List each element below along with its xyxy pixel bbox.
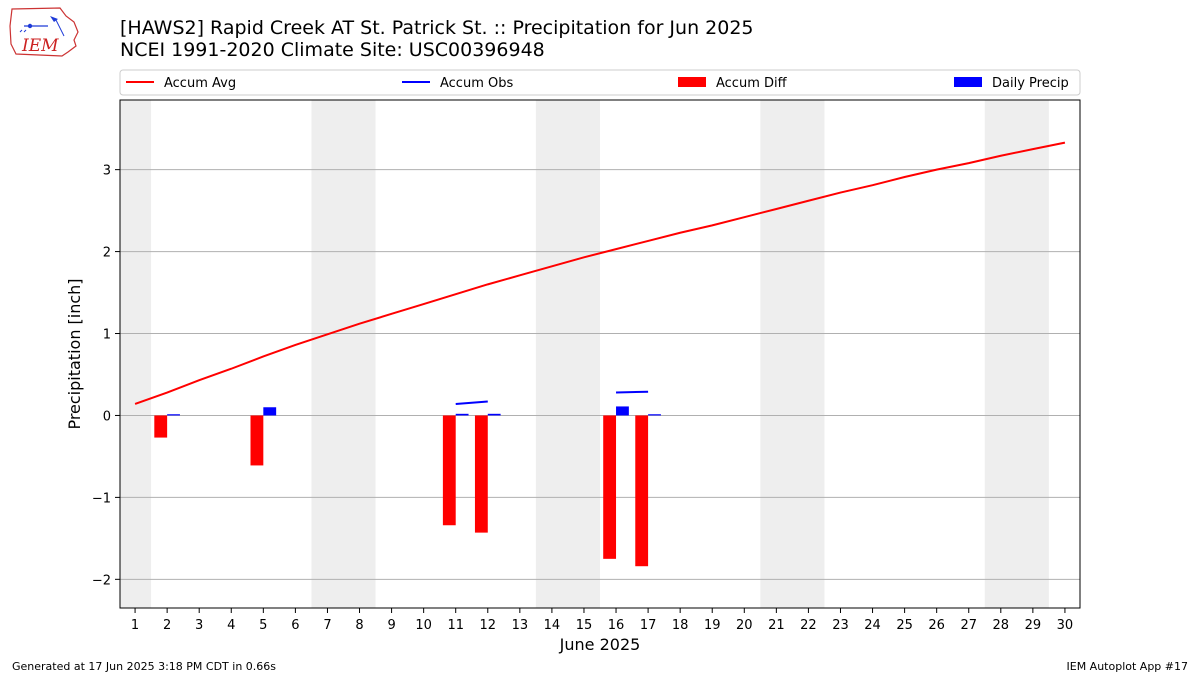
x-tick-label: 9 — [387, 618, 395, 633]
accum-obs-line — [455, 400, 488, 405]
x-tick-label: 19 — [704, 618, 721, 633]
daily-precip-bar — [167, 414, 180, 416]
x-tick-label: 14 — [544, 618, 561, 633]
y-tick-label: 3 — [103, 164, 111, 179]
x-tick-label: 18 — [672, 618, 689, 633]
weekend-shade — [120, 100, 152, 608]
x-tick-label: 6 — [291, 618, 299, 633]
x-tick-label: 2 — [163, 618, 171, 633]
x-tick-label: 16 — [608, 618, 625, 633]
x-tick-label: 1 — [131, 618, 139, 633]
x-tick-label: 24 — [864, 618, 881, 633]
weekend-shade — [311, 100, 376, 608]
x-tick-label: 25 — [896, 618, 913, 633]
daily-precip-bar — [648, 414, 661, 416]
footer-generated: Generated at 17 Jun 2025 3:18 PM CDT in … — [12, 660, 277, 673]
legend-label: Accum Diff — [716, 76, 788, 91]
y-tick-label: −1 — [92, 491, 111, 506]
accum-diff-bar — [154, 415, 168, 438]
iem-logo: IEM — [8, 6, 82, 62]
logo-text: IEM — [21, 36, 59, 56]
daily-precip-bar — [487, 413, 501, 416]
accum-diff-bar — [442, 415, 456, 526]
accum-diff-bar — [250, 415, 264, 466]
daily-precip-bar — [616, 406, 629, 416]
x-tick-label: 4 — [227, 618, 235, 633]
x-tick-label: 11 — [447, 618, 464, 633]
y-tick-label: 2 — [103, 246, 111, 261]
x-tick-label: 20 — [736, 618, 753, 633]
legend-swatch — [954, 77, 982, 87]
x-tick-label: 5 — [259, 618, 267, 633]
legend-label: Daily Precip — [992, 76, 1069, 91]
y-tick-label: 0 — [103, 409, 111, 424]
x-tick-label: 22 — [800, 618, 817, 633]
daily-precip-bar — [455, 413, 469, 416]
legend-swatch — [678, 77, 706, 87]
accum-obs-line — [616, 390, 649, 394]
weekend-shade — [984, 100, 1049, 608]
accum-diff-bar — [474, 415, 488, 533]
x-tick-label: 26 — [928, 618, 945, 633]
x-tick-label: 8 — [355, 618, 363, 633]
x-tick-label: 23 — [832, 618, 849, 633]
y-tick-label: 1 — [103, 328, 111, 343]
accum-avg-line — [134, 141, 1066, 405]
x-tick-label: 28 — [993, 618, 1010, 633]
x-tick-label: 12 — [480, 618, 497, 633]
x-tick-label: 13 — [512, 618, 529, 633]
plot-frame — [119, 99, 1081, 609]
accum-diff-bar — [635, 415, 649, 567]
x-tick-label: 3 — [195, 618, 203, 633]
chart-subtitle: NCEI 1991-2020 Climate Site: USC00396948 — [120, 39, 545, 61]
daily-precip-bar — [263, 407, 277, 416]
accum-diff-bar — [603, 415, 617, 559]
y-axis-label: Precipitation [inch] — [65, 278, 84, 429]
x-tick-label: 15 — [576, 618, 593, 633]
weekend-shade — [535, 100, 600, 608]
y-tick-label: −2 — [92, 573, 111, 588]
x-axis-label: June 2025 — [559, 635, 641, 654]
legend-label: Accum Obs — [440, 76, 513, 91]
x-tick-label: 7 — [323, 618, 331, 633]
x-tick-label: 21 — [768, 618, 785, 633]
x-tick-label: 17 — [640, 618, 657, 633]
weekend-shade — [760, 100, 825, 608]
chart-title: [HAWS2] Rapid Creek AT St. Patrick St. :… — [120, 17, 754, 39]
legend-label: Accum Avg — [164, 76, 236, 91]
legend-box — [119, 69, 1081, 96]
x-tick-label: 30 — [1057, 618, 1074, 633]
x-tick-label: 29 — [1025, 618, 1042, 633]
footer-app: IEM Autoplot App #17 — [1066, 660, 1189, 673]
x-tick-label: 27 — [960, 618, 977, 633]
x-tick-label: 10 — [415, 618, 432, 633]
